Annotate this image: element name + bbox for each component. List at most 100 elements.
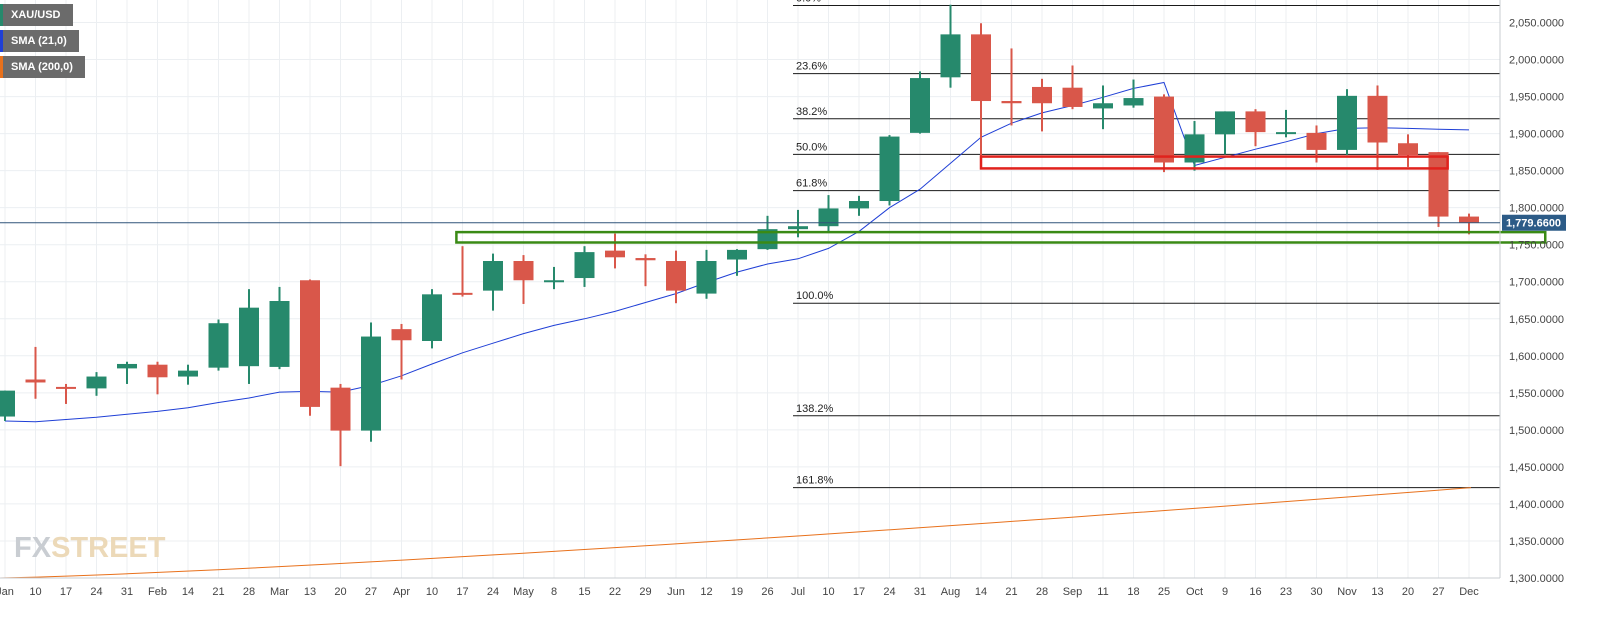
fib-level-label: 50.0% (796, 141, 827, 153)
candle-body[interactable] (666, 261, 686, 291)
y-tick-label: 1,400.0000 (1509, 499, 1564, 511)
candle-body[interactable] (208, 323, 229, 368)
candle-body[interactable] (1184, 134, 1205, 163)
x-tick-label: Feb (148, 586, 167, 598)
x-tick-label: 16 (1249, 586, 1261, 598)
candle-body[interactable] (574, 252, 595, 279)
candle-body[interactable] (1276, 132, 1296, 135)
x-tick-label: 11 (1097, 586, 1108, 598)
x-tick-label: 26 (761, 586, 773, 598)
candle-body[interactable] (513, 261, 534, 281)
x-tick-label: 25 (1158, 586, 1170, 598)
candle-body[interactable] (727, 249, 747, 260)
candle-body[interactable] (1459, 216, 1479, 223)
symbol-swatch (0, 4, 3, 26)
candle-body[interactable] (300, 280, 320, 407)
candle-body[interactable] (1062, 87, 1083, 107)
y-tick-label: 2,000.0000 (1509, 55, 1564, 67)
candle-body[interactable] (0, 390, 15, 417)
candle-body[interactable] (483, 261, 503, 291)
candle-body[interactable] (391, 329, 412, 341)
logo-street: STREET (51, 532, 166, 564)
candle-body[interactable] (452, 292, 473, 295)
x-tick-label: 28 (243, 586, 255, 598)
candle-body[interactable] (1154, 96, 1174, 163)
x-tick-label: 22 (609, 586, 621, 598)
sma200-swatch (0, 56, 3, 78)
candle-body[interactable] (25, 379, 46, 383)
x-tick-label: 21 (1005, 586, 1017, 598)
x-tick-label: Nov (1337, 586, 1357, 598)
candle-body[interactable] (117, 363, 137, 369)
fibonacci-levels: 0.0% 23.6% 38.2% 50.0% 61.8% 100.0% 138.2% 161.… (793, 0, 1500, 489)
legend-sma21-label: SMA (21,0) (11, 35, 67, 47)
x-tick-label: 14 (975, 586, 987, 598)
candle-body[interactable] (910, 78, 930, 133)
x-tick-label: Sep (1063, 586, 1083, 598)
candle-body[interactable] (1215, 111, 1235, 135)
legend-item-symbol[interactable]: XAU/USD (0, 4, 73, 26)
x-tick-label: 12 (700, 586, 712, 598)
x-tick-label: 17 (853, 586, 865, 598)
candle-body[interactable] (56, 386, 76, 389)
candle-body[interactable] (1306, 132, 1327, 150)
y-tick-label: 1,950.0000 (1509, 92, 1564, 104)
candle-body[interactable] (818, 208, 839, 227)
candle-body[interactable] (1337, 95, 1357, 150)
y-tick-label: 2,050.0000 (1509, 18, 1564, 30)
x-tick-label: 9 (1222, 586, 1228, 598)
candle-body[interactable] (1428, 152, 1449, 217)
candle-body[interactable] (605, 250, 625, 258)
y-tick-label: 1,800.0000 (1509, 203, 1564, 215)
candle-body[interactable] (361, 336, 381, 431)
candle-body[interactable] (178, 370, 198, 377)
sma21-swatch (0, 30, 3, 52)
x-tick-label: 28 (1036, 586, 1048, 598)
candle-body[interactable] (788, 226, 808, 230)
legend-item-sma21[interactable]: SMA (21,0) (0, 30, 79, 52)
candle-body[interactable] (971, 34, 991, 102)
candle-body[interactable] (269, 300, 290, 367)
y-tick-label: 1,850.0000 (1509, 166, 1564, 178)
y-tick-label: 1,500.0000 (1509, 425, 1564, 437)
resistance-zone (979, 155, 1449, 170)
x-tick-label: Jun (667, 586, 685, 598)
candle-body[interactable] (1367, 95, 1388, 143)
fib-level-label: 138.2% (796, 403, 834, 415)
candle-body[interactable] (1398, 143, 1418, 156)
y-tick-label: 1,700.0000 (1509, 277, 1564, 289)
x-tick-label: 10 (29, 586, 41, 598)
candle-body[interactable] (940, 34, 961, 78)
x-tick-label: 24 (883, 586, 895, 598)
x-tick-label: 30 (1310, 586, 1322, 598)
x-tick-label: May (513, 586, 534, 598)
fib-level-label: 61.8% (796, 178, 827, 190)
highlight-zones (455, 155, 1547, 244)
y-tick-label: 1,900.0000 (1509, 129, 1564, 141)
candle-body[interactable] (330, 387, 351, 431)
last-price-badge (1502, 214, 1566, 231)
candle-body[interactable] (1093, 103, 1113, 109)
legend-item-sma200[interactable]: SMA (200,0) (0, 56, 85, 78)
candle-body[interactable] (239, 307, 259, 367)
x-tick-label: 17 (60, 586, 72, 598)
candle-body[interactable] (422, 294, 442, 341)
candle-body[interactable] (147, 364, 168, 378)
candle-body[interactable] (757, 229, 778, 250)
candle-body[interactable] (1245, 111, 1266, 133)
x-tick-label: 27 (1432, 586, 1444, 598)
candle-body[interactable] (879, 136, 900, 202)
candle-body[interactable] (1123, 98, 1144, 106)
candle-body[interactable] (544, 280, 564, 283)
candlesticks (0, 4, 1479, 467)
candle-body[interactable] (696, 261, 717, 294)
candle-body[interactable] (849, 201, 869, 209)
candle-body[interactable] (86, 376, 107, 389)
y-tick-label: 1,550.0000 (1509, 388, 1564, 400)
y-tick-label: 1,750.0000 (1509, 240, 1564, 252)
candle-body[interactable] (635, 258, 656, 261)
candle-body[interactable] (1001, 101, 1022, 104)
candle-body[interactable] (1032, 86, 1052, 104)
